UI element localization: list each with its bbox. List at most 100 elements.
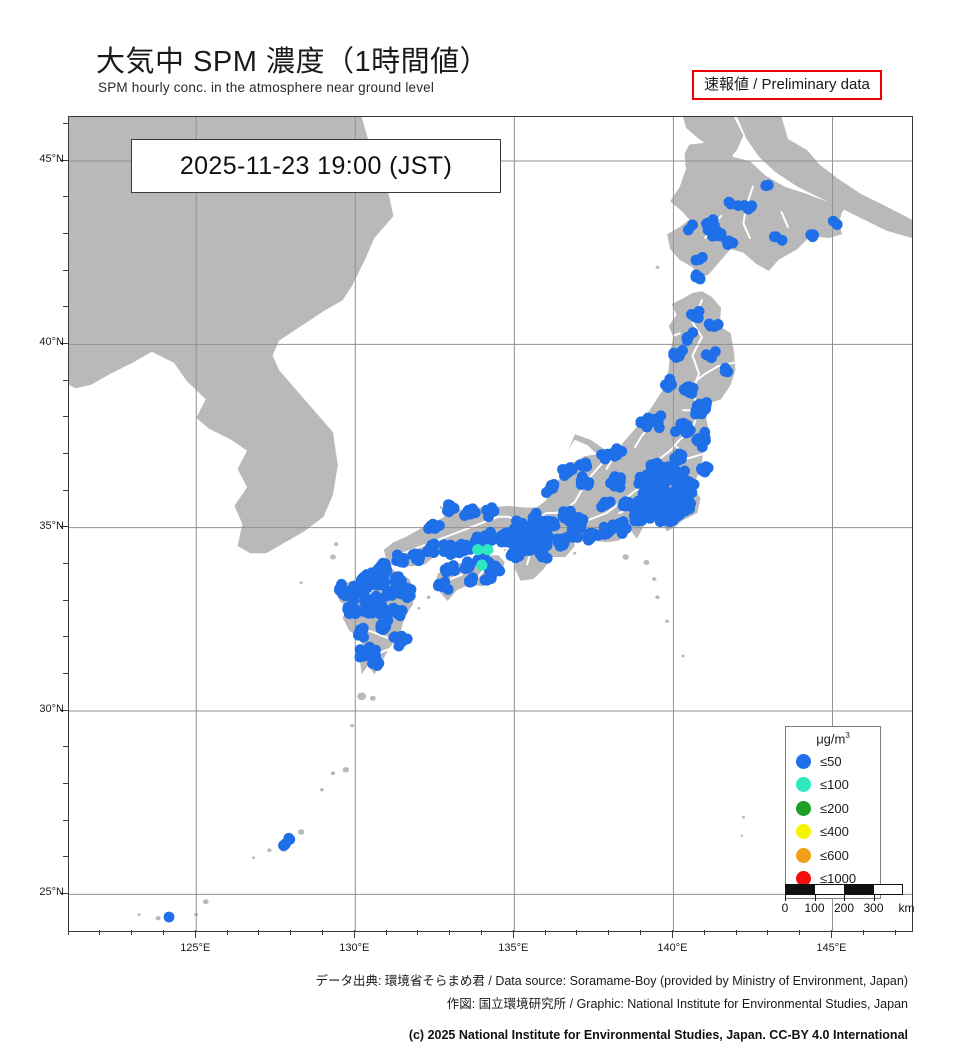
station-point[interactable] [680, 494, 691, 505]
station-point[interactable] [498, 535, 510, 547]
station-point[interactable] [805, 229, 817, 241]
station-point[interactable] [376, 618, 388, 630]
station-point[interactable] [612, 472, 624, 484]
station-point[interactable] [508, 547, 519, 558]
station-point[interactable] [392, 572, 404, 584]
station-point[interactable] [464, 576, 475, 588]
station-point[interactable] [362, 582, 373, 594]
station-point[interactable] [725, 198, 737, 210]
station-point[interactable] [357, 623, 369, 635]
station-point[interactable] [576, 476, 587, 487]
station-point[interactable] [698, 465, 709, 476]
station-point-elevated[interactable] [472, 544, 484, 556]
station-point[interactable] [437, 581, 448, 593]
station-point[interactable] [373, 657, 385, 669]
station-point[interactable] [578, 460, 590, 472]
station-point[interactable] [646, 462, 658, 473]
station-point[interactable] [375, 564, 386, 575]
station-point[interactable] [485, 573, 497, 584]
station-point[interactable] [692, 435, 704, 447]
station-point[interactable] [827, 215, 839, 227]
legend-item[interactable]: ≤600 [792, 844, 874, 868]
station-point[interactable] [467, 503, 478, 515]
station-point[interactable] [429, 522, 441, 534]
station-point[interactable] [360, 645, 372, 657]
station-point[interactable] [664, 513, 676, 525]
station-point[interactable] [547, 483, 559, 494]
station-point[interactable] [513, 521, 524, 533]
station-point[interactable] [530, 510, 542, 522]
station-point[interactable] [484, 532, 496, 543]
station-point[interactable] [776, 234, 788, 246]
station-point[interactable] [596, 449, 607, 460]
station-point[interactable] [562, 514, 574, 525]
station-point[interactable] [687, 327, 699, 338]
station-point-elevated[interactable] [482, 544, 494, 556]
station-point[interactable] [722, 366, 733, 377]
station-point[interactable] [723, 235, 735, 247]
station-point[interactable] [690, 254, 702, 266]
station-point[interactable] [342, 602, 354, 613]
station-point[interactable] [702, 219, 714, 231]
legend-item[interactable]: ≤400 [792, 820, 874, 844]
station-point[interactable] [601, 527, 613, 539]
station-point[interactable] [460, 544, 472, 556]
station-point[interactable] [596, 501, 607, 513]
station-point[interactable] [407, 549, 419, 561]
legend-item[interactable]: ≤200 [792, 797, 874, 821]
station-point[interactable] [679, 384, 691, 396]
station-point[interactable] [683, 224, 694, 236]
station-point[interactable] [746, 200, 758, 212]
station-point[interactable] [464, 559, 476, 570]
station-point[interactable] [397, 634, 409, 645]
station-point[interactable] [671, 452, 683, 464]
station-point[interactable] [645, 509, 657, 521]
station-point[interactable] [668, 488, 680, 499]
station-point[interactable] [662, 466, 673, 478]
map-canvas[interactable] [68, 116, 913, 932]
station-point[interactable] [443, 546, 455, 557]
station-point[interactable] [443, 506, 455, 518]
station-point[interactable] [636, 474, 648, 485]
station-point[interactable] [678, 422, 690, 434]
legend-item[interactable]: ≤1000 [792, 867, 874, 891]
station-point[interactable] [439, 564, 451, 575]
station-point-elevated[interactable] [476, 559, 488, 571]
station-point[interactable] [666, 379, 677, 391]
station-point[interactable] [679, 465, 690, 477]
station-point[interactable] [635, 416, 647, 428]
station-point[interactable] [617, 500, 629, 512]
station-point[interactable] [391, 549, 403, 561]
station-point[interactable] [358, 631, 369, 643]
station-point[interactable] [675, 346, 687, 358]
station-point[interactable] [554, 539, 566, 551]
station-point[interactable] [679, 479, 691, 491]
station-point[interactable] [688, 479, 700, 490]
station-point[interactable] [703, 350, 715, 362]
station-point[interactable] [486, 502, 498, 513]
station-point[interactable] [629, 515, 641, 527]
station-point[interactable] [642, 481, 653, 493]
station-point[interactable] [690, 269, 702, 281]
station-point[interactable] [335, 584, 347, 596]
station-point[interactable] [762, 179, 774, 191]
station-point[interactable] [708, 321, 720, 332]
station-point[interactable] [635, 497, 647, 509]
station-point[interactable] [163, 911, 175, 923]
station-point[interactable] [531, 544, 543, 556]
station-point[interactable] [449, 565, 460, 576]
station-point[interactable] [585, 528, 596, 540]
station-point[interactable] [559, 470, 570, 481]
station-point[interactable] [616, 446, 628, 457]
station-point[interactable] [545, 517, 557, 529]
station-point[interactable] [652, 417, 664, 429]
station-point[interactable] [428, 538, 440, 550]
legend-item[interactable]: ≤100 [792, 773, 874, 797]
station-point[interactable] [686, 309, 697, 320]
legend-item[interactable]: ≤50 [792, 750, 874, 774]
station-point[interactable] [691, 400, 703, 411]
station-point[interactable] [388, 603, 400, 614]
station-point[interactable] [401, 592, 413, 604]
station-point[interactable] [284, 834, 296, 845]
station-point[interactable] [382, 586, 393, 598]
